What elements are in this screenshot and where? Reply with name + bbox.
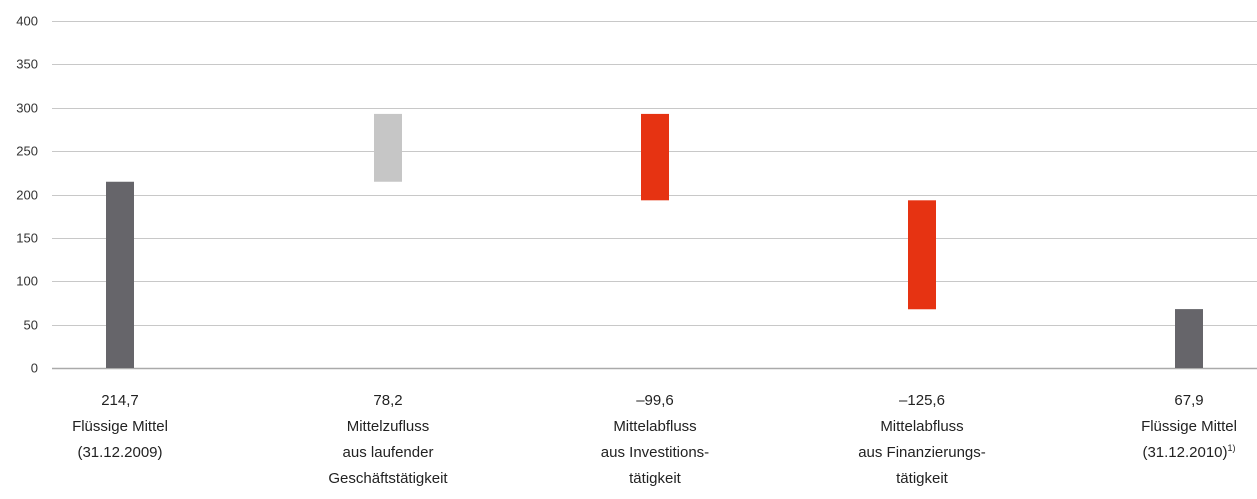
bar-total bbox=[106, 181, 134, 368]
category-label-line: Geschäftstätigkeit bbox=[328, 470, 448, 487]
category-label-line: aus Finanzierungs- bbox=[858, 444, 986, 461]
bars bbox=[106, 113, 1203, 368]
y-tick-label: 250 bbox=[16, 144, 38, 159]
category-label-line: aus laufender bbox=[343, 444, 434, 461]
category-label-line: (31.12.2009) bbox=[77, 444, 162, 461]
category-label-line: Mittelabfluss bbox=[613, 418, 696, 435]
category-label-line: tätigkeit bbox=[896, 470, 949, 487]
category-label-line: Flüssige Mittel bbox=[72, 418, 168, 435]
y-tick-label: 350 bbox=[16, 57, 38, 72]
bar-value-label: 78,2 bbox=[373, 392, 402, 409]
category-label-line: aus Investitions- bbox=[601, 444, 709, 461]
y-tick-label: 0 bbox=[31, 361, 38, 376]
y-tick-label: 50 bbox=[24, 318, 38, 333]
y-tick-label: 300 bbox=[16, 101, 38, 116]
y-tick-label: 400 bbox=[16, 14, 38, 29]
category-label-line: tätigkeit bbox=[629, 470, 682, 487]
bar-value-label: –125,6 bbox=[899, 392, 945, 409]
bar-total bbox=[1175, 309, 1203, 368]
bar-value-label: 214,7 bbox=[101, 392, 139, 409]
category-labels: 214,7 Flüssige Mittel (31.12.2009) 78,2 Mitt… bbox=[72, 392, 1237, 487]
y-tick-label: 200 bbox=[16, 188, 38, 203]
y-tick-label: 100 bbox=[16, 274, 38, 289]
category-label-line: Mittelzufluss bbox=[347, 418, 430, 435]
category-label-line: (31.12.2010)1) bbox=[1142, 443, 1235, 461]
bar-value-label: –99,6 bbox=[636, 392, 674, 409]
bar-decrease bbox=[908, 200, 936, 310]
y-axis-tick-labels: 0 50 100 150 200 250 300 350 400 bbox=[16, 14, 38, 376]
category-label-line: Mittelabfluss bbox=[880, 418, 963, 435]
category-label-line: Flüssige Mittel bbox=[1141, 418, 1237, 435]
bar-value-label: 67,9 bbox=[1174, 392, 1203, 409]
footnote-marker: 1) bbox=[1228, 443, 1236, 453]
bar-increase bbox=[374, 113, 402, 182]
bar-decrease bbox=[641, 113, 669, 201]
y-tick-label: 150 bbox=[16, 231, 38, 246]
